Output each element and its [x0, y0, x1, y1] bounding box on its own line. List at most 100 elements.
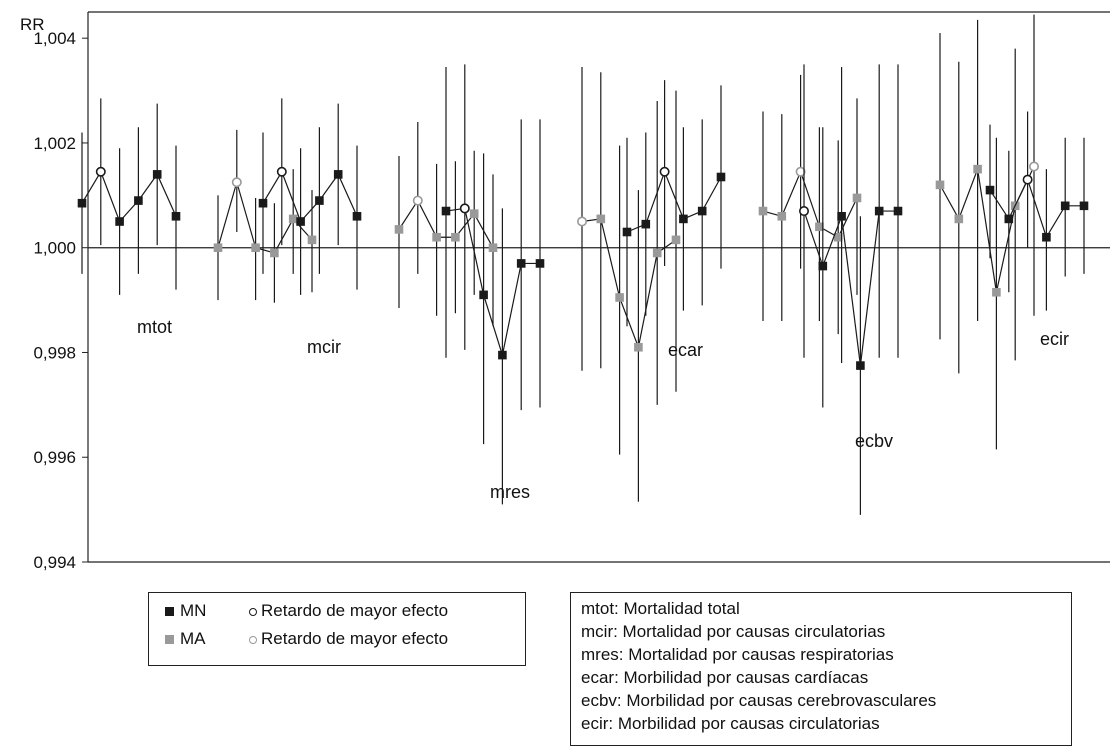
mres-mn-point [516, 259, 526, 268]
mcir-ma-point [469, 209, 479, 218]
ecar-mn-point [697, 206, 707, 216]
mcir-ma-point [394, 225, 404, 234]
ecar-mn-point [716, 172, 726, 182]
ecar-mn-point [622, 227, 632, 237]
ecbv-ma-point [935, 180, 945, 190]
definition-mtot: mtot: Mortalidad total [581, 599, 740, 618]
mres-ma-point [671, 235, 681, 245]
ecbv-mn-point [856, 361, 865, 370]
mtot-mn-point [152, 170, 162, 179]
mres-ma-line [581, 218, 677, 350]
legend-mn: MN [165, 601, 206, 621]
ecir-mn-point [1042, 232, 1051, 242]
ecbv-ma-line [939, 166, 1035, 293]
mcir-mn-line [262, 170, 358, 223]
mcir-ma-best-point [412, 195, 423, 206]
ecir-mn-best-point [1022, 174, 1033, 185]
mres-mn-point [498, 350, 507, 360]
series-legend: MN Retardo de mayor efecto MA Retardo de… [148, 592, 526, 666]
mtot-ma-point [213, 243, 223, 253]
ecbv-mn-point [874, 206, 884, 216]
ecar-ma-point [758, 206, 768, 216]
y-tick-label: 0,994 [33, 553, 76, 572]
legend-mn-best: Retardo de mayor efecto [249, 601, 448, 621]
ecar-mn-best-point [659, 166, 670, 177]
y-tick-label: 0,996 [33, 448, 76, 467]
group-label-ecar: ecar [668, 340, 703, 360]
mres-ma-best-point [576, 216, 587, 227]
ecar-ma-point [833, 232, 843, 242]
mcir-ma-point [451, 232, 460, 242]
mcir-ma-point [488, 243, 498, 253]
mcir-mn-point [315, 196, 324, 205]
ecbv-mn-best-point [798, 206, 809, 217]
ecar-ma-best-point [795, 166, 806, 177]
mres-ma-point [596, 214, 606, 224]
ecbv-mn-point [818, 261, 828, 271]
abbreviation-legend: mtot: Mortalidad total mcir: Mortalidad … [570, 592, 1072, 746]
mtot-ma-point [288, 214, 298, 224]
mtot-ma-point [307, 235, 317, 245]
mres-ma-point [652, 248, 662, 258]
y-tick-label: 0,998 [33, 343, 76, 362]
mcir-mn-point [296, 217, 305, 226]
mtot-mn-point [115, 217, 124, 226]
ecir-mn-point [985, 185, 995, 195]
ecbv-mn-point [893, 206, 903, 216]
definition-mres: mres: Mortalidad por causas respiratoria… [581, 645, 894, 664]
mtot-ma-point [270, 248, 279, 258]
mcir-mn-point [258, 198, 268, 208]
ecbv-ma-point [973, 164, 982, 174]
mtot-mn-best-point [95, 166, 106, 177]
ecar-mn-point [641, 219, 651, 229]
ma-square-icon [165, 635, 174, 645]
ma-circle-icon [249, 635, 257, 644]
y-tick-label: 1,000 [33, 239, 76, 258]
group-label-mres: mres [490, 482, 530, 502]
ecir-mn-point [1060, 201, 1070, 211]
ecbv-mn-line [803, 210, 898, 366]
mcir-ma-point [432, 232, 441, 242]
y-axis-label: RR [20, 15, 45, 34]
group-label-ecbv: ecbv [855, 431, 893, 451]
definition-ecar: ecar: Morbilidad por causas cardíacas [581, 668, 869, 687]
mn-circle-icon [249, 607, 257, 616]
definition-mcir: mcir: Mortalidad por causas circulatoria… [581, 622, 886, 641]
mcir-mn-point [333, 170, 343, 179]
definition-ecir: ecir: Morbilidad por causas circulatoria… [581, 714, 880, 733]
group-label-mtot: mtot [137, 317, 172, 337]
mres-ma-point [615, 293, 624, 302]
y-tick-label: 1,004 [33, 29, 76, 48]
ecbv-ma-point [992, 287, 1001, 297]
group-label-ecir: ecir [1040, 329, 1069, 349]
ecir-mn-point [1079, 201, 1089, 211]
ecar-ma-point [777, 211, 787, 221]
mtot-ma-best-point [231, 177, 242, 188]
definition-ecbv: ecbv: Morbilidad por causas cerebrovascu… [581, 691, 937, 710]
mtot-mn-point [171, 211, 181, 221]
mn-square-icon [165, 607, 174, 617]
mres-mn-point [535, 259, 545, 268]
mres-mn-best-point [459, 203, 470, 214]
mres-mn-point [479, 290, 488, 300]
ecbv-ma-best-point [1029, 161, 1040, 172]
legend-ma-best: Retardo de mayor efecto [249, 629, 448, 649]
ecar-ma-point [852, 193, 862, 203]
ecar-mn-point [679, 214, 688, 224]
ecar-mn-line [626, 170, 722, 233]
legend-ma: MA [165, 629, 206, 649]
mcir-mn-point [352, 211, 362, 221]
mtot-mn-line [81, 170, 177, 223]
mtot-mn-point [77, 198, 87, 208]
mres-ma-point [634, 342, 643, 352]
ecbv-ma-point [954, 214, 964, 224]
ecbv-mn-point [837, 211, 846, 221]
ecir-mn-line [989, 178, 1084, 239]
mres-mn-point [441, 206, 451, 216]
y-tick-label: 1,002 [33, 134, 76, 153]
ecar-ma-point [815, 222, 824, 232]
group-label-mcir: mcir [307, 337, 341, 357]
mtot-mn-point [134, 196, 143, 205]
mcir-mn-best-point [276, 166, 287, 177]
